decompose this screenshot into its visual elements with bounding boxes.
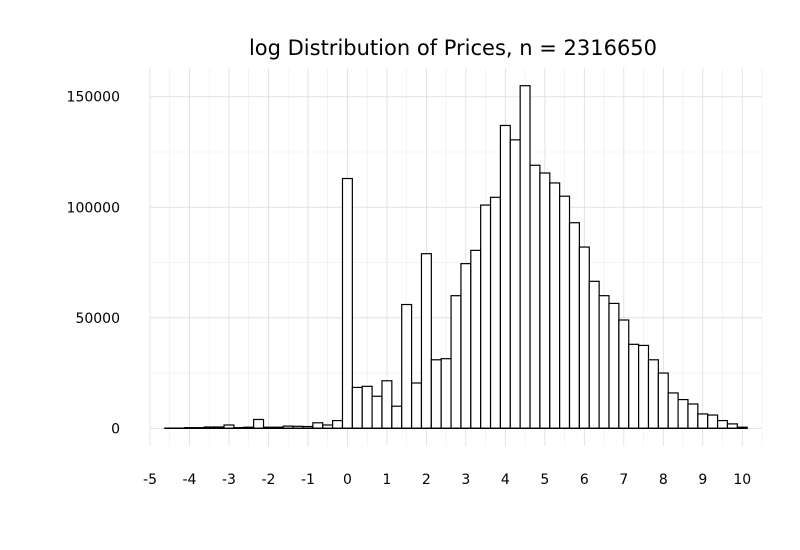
histogram-bar: [716, 419, 729, 429]
histogram-bar: [341, 177, 353, 429]
histogram-bar: [420, 253, 432, 429]
histogram-bar: [588, 280, 600, 429]
y-tick-label: 50000: [75, 311, 120, 327]
histogram-bar: [608, 302, 620, 429]
histogram-bar: [489, 196, 502, 429]
histogram-bar: [332, 419, 344, 429]
histogram-bar: [460, 263, 472, 429]
histogram-bar: [312, 422, 324, 429]
x-tick-label: 5: [540, 472, 549, 488]
histogram-bar: [253, 418, 265, 429]
histogram-bar: [509, 139, 521, 429]
histogram-bar: [450, 295, 462, 429]
histogram-bar: [549, 182, 561, 429]
x-tick-label: 3: [461, 472, 470, 488]
x-tick-label: 0: [343, 472, 352, 488]
bar-layer: [164, 85, 748, 429]
x-tick-label: -3: [222, 472, 236, 488]
x-tick-label: 2: [422, 472, 431, 488]
histogram-bar: [410, 382, 423, 429]
histogram-bar: [647, 359, 659, 429]
x-tick-label: 6: [580, 472, 589, 488]
y-tick-label: 100000: [67, 200, 120, 216]
y-tick-label: 0: [111, 421, 120, 437]
histogram-bar: [707, 414, 719, 429]
histogram-bar: [618, 319, 630, 429]
histogram-bar: [499, 124, 511, 429]
histogram-bar: [430, 359, 442, 429]
x-tick-label: 1: [382, 472, 391, 488]
histogram-bar: [371, 395, 383, 429]
histogram-bar: [677, 398, 689, 429]
axis-layer: -5 -4 -3 -2 -1 0 1 2 3 4 5 6 7 8 9 10 0 50000 100000 150000: [67, 90, 752, 488]
x-tick-label: -1: [301, 472, 315, 488]
x-tick-label: 10: [733, 472, 751, 488]
histogram-bar: [440, 358, 452, 429]
histogram-bar: [598, 295, 610, 429]
histogram-bar: [628, 343, 640, 429]
histogram-bar: [361, 385, 373, 429]
histogram-bar: [391, 405, 403, 429]
histogram-bar: [687, 403, 699, 429]
x-tick-label: -5: [143, 472, 157, 488]
x-tick-label: 7: [619, 472, 628, 488]
x-tick-label: 4: [501, 472, 510, 488]
histogram-bar: [470, 249, 482, 429]
histogram-bar: [697, 413, 709, 429]
histogram-bar: [401, 303, 413, 429]
histogram-bar: [657, 372, 669, 429]
histogram-bar: [667, 392, 679, 429]
histogram-bar: [638, 344, 650, 429]
x-tick-label: 8: [659, 472, 668, 488]
histogram-bar: [539, 172, 551, 429]
histogram-bar: [381, 380, 393, 429]
histogram-bar: [351, 386, 363, 429]
histogram-bar: [529, 164, 541, 429]
histogram-bar: [578, 246, 590, 429]
chart-title: log Distribution of Prices, n = 2316650: [249, 36, 657, 60]
x-tick-label: -2: [261, 472, 275, 488]
histogram-bar: [568, 222, 580, 429]
histogram-bar: [559, 195, 571, 429]
x-tick-label: 9: [698, 472, 707, 488]
x-tick-label: -4: [182, 472, 196, 488]
histogram-bar: [480, 204, 492, 429]
histogram-bar: [519, 85, 531, 429]
y-tick-label: 150000: [67, 90, 120, 106]
